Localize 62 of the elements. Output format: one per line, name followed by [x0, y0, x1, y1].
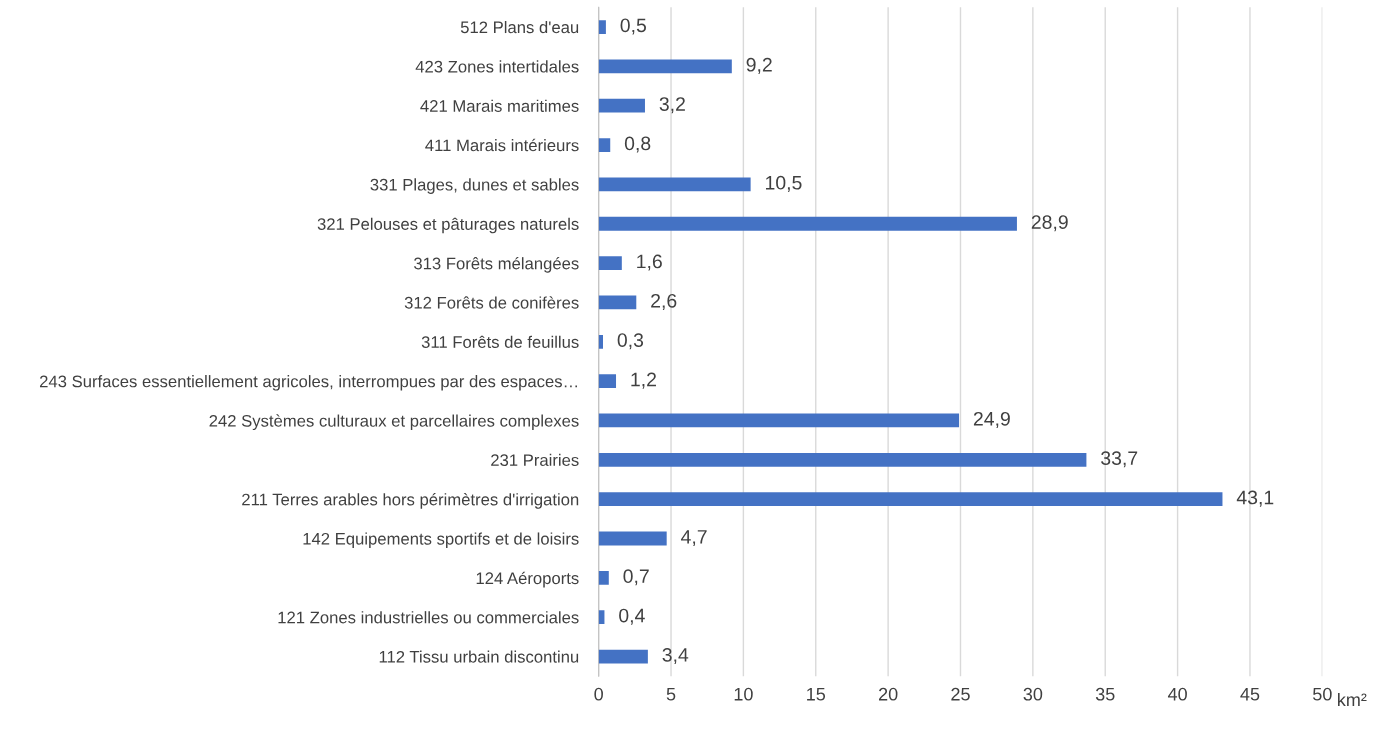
x-tick-label: 20 [878, 687, 898, 701]
bar [598, 531, 667, 546]
data-label: 33,7 [1101, 451, 1138, 468]
data-label: 9,2 [746, 57, 772, 74]
y-tick-label: 142 Equipements sportifs et de loisirs [303, 532, 579, 548]
y-tick-label: 231 Prairies [491, 453, 579, 467]
bar [598, 256, 622, 270]
bar [598, 413, 960, 428]
x-tick-label: 10 [734, 687, 753, 701]
x-tick-label: 5 [666, 687, 676, 701]
y-tick-label: 411 Marais intérieurs [425, 138, 579, 152]
data-label: 28,9 [1031, 215, 1068, 232]
y-tick-label: 243 Surfaces essentiellement agricoles, interrompues par des espaces… [39, 375, 577, 391]
y-tick-label: 211 Terres arables hors périmètres d'irrigation [242, 493, 579, 509]
data-label: 3,4 [662, 647, 689, 665]
x-tick-label: 30 [1023, 687, 1043, 701]
data-label: 0,3 [617, 333, 644, 350]
bar [598, 334, 603, 349]
y-tick-label: 121 Zones industrielles ou commerciales [278, 611, 579, 624]
data-label: 43,1 [1236, 490, 1274, 507]
x-tick-label: 0 [594, 687, 603, 701]
data-label: 0,8 [624, 136, 651, 153]
data-label: 10,5 [766, 175, 802, 192]
bar [598, 59, 732, 74]
data-label: 3,2 [659, 97, 685, 114]
x-tick-label: 40 [1167, 687, 1187, 701]
data-label: 0,4 [619, 608, 645, 625]
bar [598, 570, 609, 585]
y-tick-label: 311 Forêts de feuillus [421, 335, 579, 348]
y-tick-label: 321 Pelouses et pâturages naturels [317, 217, 579, 234]
bar [598, 649, 648, 664]
data-label: 1,6 [637, 254, 662, 271]
x-tick-label: 35 [1095, 687, 1115, 701]
bar [598, 452, 1087, 467]
data-label: 0,5 [620, 18, 646, 35]
x-tick-label: 45 [1240, 687, 1260, 701]
y-tick-label: 331 Plages, dunes et sables [370, 178, 579, 194]
data-label: 24,9 [973, 411, 1010, 428]
bar [598, 216, 1017, 231]
bar [598, 374, 617, 388]
y-tick-label: 423 Zones intertidales [415, 60, 579, 73]
bar [598, 98, 645, 113]
x-tick-label: 50 [1313, 687, 1332, 701]
y-tick-label: 312 Forêts de conifères [404, 296, 579, 309]
y-tick-label: 112 Tissu urbain discontinu [379, 650, 579, 663]
data-label: 1,2 [631, 372, 656, 389]
y-tick-label: 421 Marais maritimes [420, 99, 579, 112]
bar [598, 492, 1223, 507]
y-tick-label: 242 Systèmes culturaux et parcellaires complexes [209, 414, 579, 431]
bar [598, 138, 611, 152]
data-label: 0,7 [623, 569, 649, 586]
y-tick-label: 124 Aéroports [476, 571, 579, 588]
bar [598, 295, 637, 310]
bar [598, 20, 606, 34]
bar [598, 177, 751, 192]
data-label: 2,6 [651, 293, 677, 310]
y-tick-label: 512 Plans d'eau [460, 20, 579, 34]
x-axis-title: km² [1338, 692, 1367, 707]
data-label: 4,7 [681, 530, 707, 547]
y-tick-label: 313 Forêts mélangées [414, 256, 579, 273]
x-tick-label: 15 [807, 687, 826, 701]
x-tick-label: 25 [951, 687, 970, 701]
